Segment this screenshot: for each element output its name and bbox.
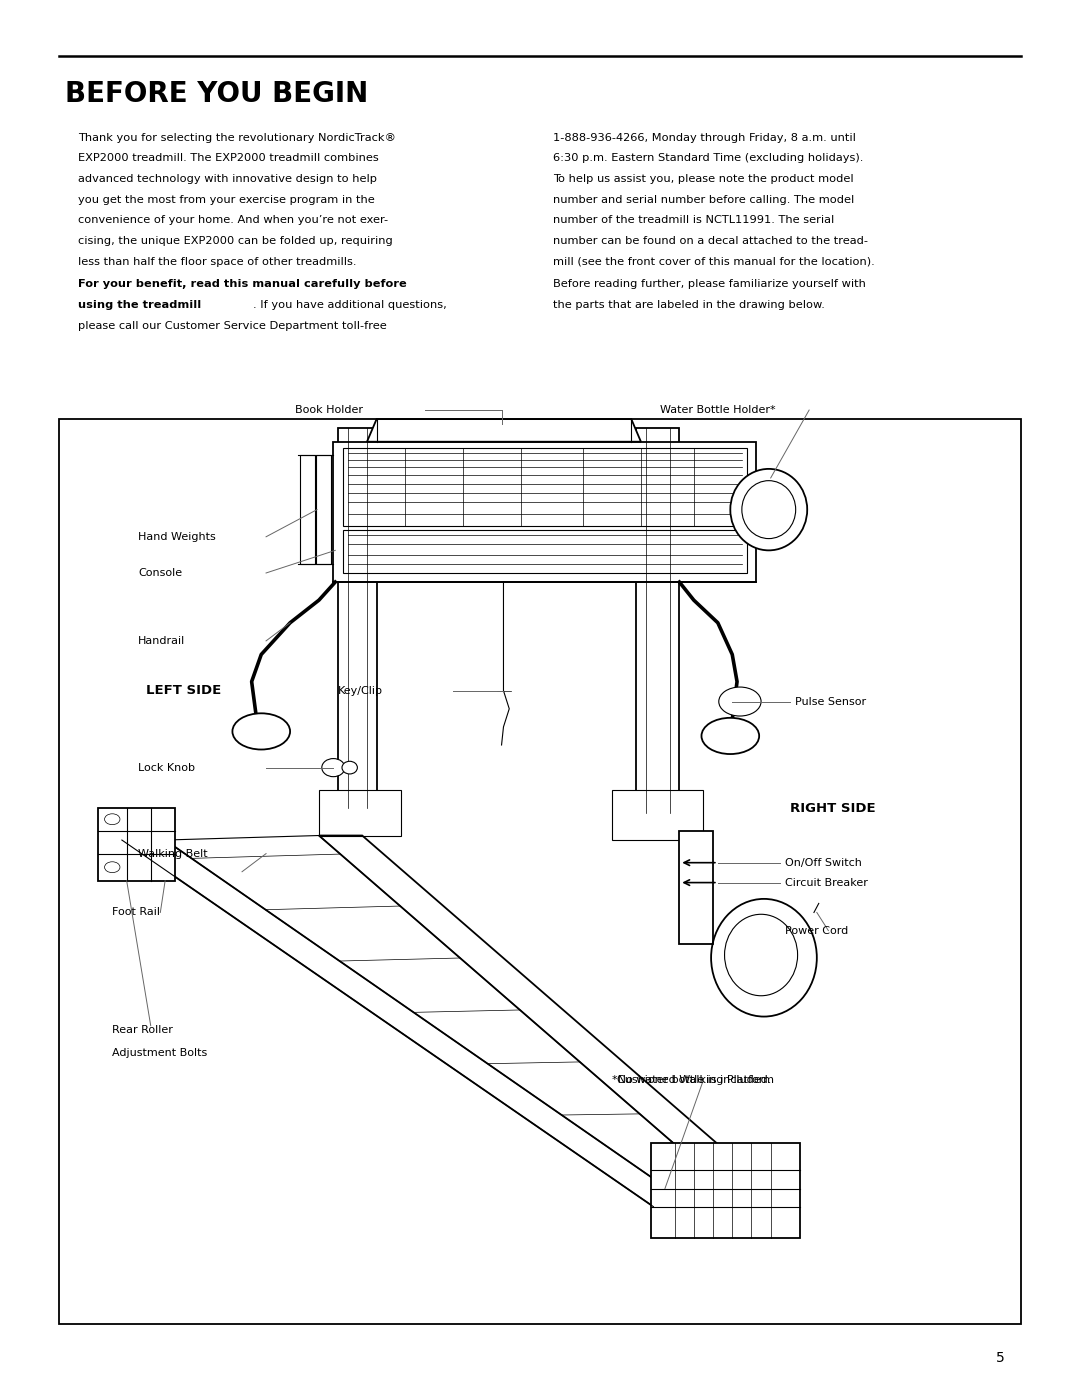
Text: advanced technology with innovative design to help: advanced technology with innovative desi…: [78, 175, 377, 184]
Text: 1-888-936-4266, Monday through Friday, 8 a.m. until: 1-888-936-4266, Monday through Friday, 8…: [553, 133, 855, 142]
Text: you get the most from your exercise program in the: you get the most from your exercise prog…: [78, 194, 375, 205]
Text: 5: 5: [996, 1351, 1004, 1365]
Ellipse shape: [342, 761, 357, 774]
Ellipse shape: [105, 862, 120, 873]
Ellipse shape: [105, 814, 120, 824]
Text: Console: Console: [138, 569, 183, 578]
Text: Pulse Sensor: Pulse Sensor: [795, 697, 866, 707]
Text: On/Off Switch: On/Off Switch: [785, 858, 862, 868]
Ellipse shape: [232, 714, 291, 750]
Text: EXP2000 treadmill. The EXP2000 treadmill combines: EXP2000 treadmill. The EXP2000 treadmill…: [78, 154, 378, 163]
Text: using the treadmill: using the treadmill: [78, 300, 201, 310]
Text: To help us assist you, please note the product model: To help us assist you, please note the p…: [553, 175, 853, 184]
Text: Water Bottle Holder*: Water Bottle Holder*: [660, 405, 775, 415]
Text: number and serial number before calling. The model: number and serial number before calling.…: [553, 194, 854, 205]
Text: the parts that are labeled in the drawing below.: the parts that are labeled in the drawin…: [553, 300, 825, 310]
Text: For your benefit, read this manual carefully before: For your benefit, read this manual caref…: [78, 279, 406, 289]
Text: *No water bottle is included.: *No water bottle is included.: [612, 1074, 771, 1085]
Polygon shape: [679, 831, 713, 944]
Ellipse shape: [322, 759, 345, 777]
Polygon shape: [650, 1143, 799, 1238]
Text: 6:30 p.m. Eastern Standard Time (excluding holidays).: 6:30 p.m. Eastern Standard Time (excludi…: [553, 154, 863, 163]
Text: convenience of your home. And when you’re not exer-: convenience of your home. And when you’r…: [78, 215, 388, 225]
Text: number can be found on a decal attached to the tread-: number can be found on a decal attached …: [553, 236, 868, 246]
Text: Power Cord: Power Cord: [785, 926, 849, 936]
Polygon shape: [98, 809, 175, 880]
Ellipse shape: [702, 718, 759, 754]
Polygon shape: [319, 791, 401, 835]
Text: Walking Belt: Walking Belt: [138, 848, 207, 859]
Text: Rear Roller: Rear Roller: [112, 1025, 173, 1035]
Text: Book Holder: Book Holder: [295, 405, 363, 415]
Polygon shape: [334, 441, 756, 583]
Text: RIGHT SIDE: RIGHT SIDE: [789, 802, 876, 814]
Text: Lock Knob: Lock Knob: [138, 763, 195, 773]
Text: . If you have additional questions,: . If you have additional questions,: [253, 300, 446, 310]
Text: number of the treadmill is NCTL11991. The serial: number of the treadmill is NCTL11991. Th…: [553, 215, 834, 225]
Text: please call our Customer Service Department toll-free: please call our Customer Service Departm…: [78, 321, 387, 331]
Text: mill (see the front cover of this manual for the location).: mill (see the front cover of this manual…: [553, 257, 875, 267]
Polygon shape: [612, 791, 703, 840]
Text: Foot Rail: Foot Rail: [112, 908, 160, 918]
Bar: [59, 419, 1021, 1324]
Text: Adjustment Bolts: Adjustment Bolts: [112, 1048, 207, 1058]
Polygon shape: [300, 455, 315, 564]
Text: Circuit Breaker: Circuit Breaker: [785, 877, 868, 887]
Text: Handrail: Handrail: [138, 636, 186, 645]
Polygon shape: [367, 419, 640, 441]
Text: Thank you for selecting the revolutionary NordicTrack®: Thank you for selecting the revolutionar…: [78, 133, 395, 142]
Polygon shape: [316, 455, 332, 564]
Text: cising, the unique EXP2000 can be folded up, requiring: cising, the unique EXP2000 can be folded…: [78, 236, 392, 246]
Text: BEFORE YOU BEGIN: BEFORE YOU BEGIN: [65, 80, 368, 108]
Text: Cushioned Walking Platform: Cushioned Walking Platform: [617, 1074, 774, 1085]
Text: Before reading further, please familiarize yourself with: Before reading further, please familiari…: [553, 279, 866, 289]
Text: LEFT SIDE: LEFT SIDE: [146, 685, 221, 697]
Ellipse shape: [730, 469, 807, 550]
Ellipse shape: [719, 687, 761, 717]
Text: Hand Weights: Hand Weights: [138, 532, 216, 542]
Text: less than half the floor space of other treadmills.: less than half the floor space of other …: [78, 257, 356, 267]
Text: Key/Clip: Key/Clip: [338, 686, 383, 696]
